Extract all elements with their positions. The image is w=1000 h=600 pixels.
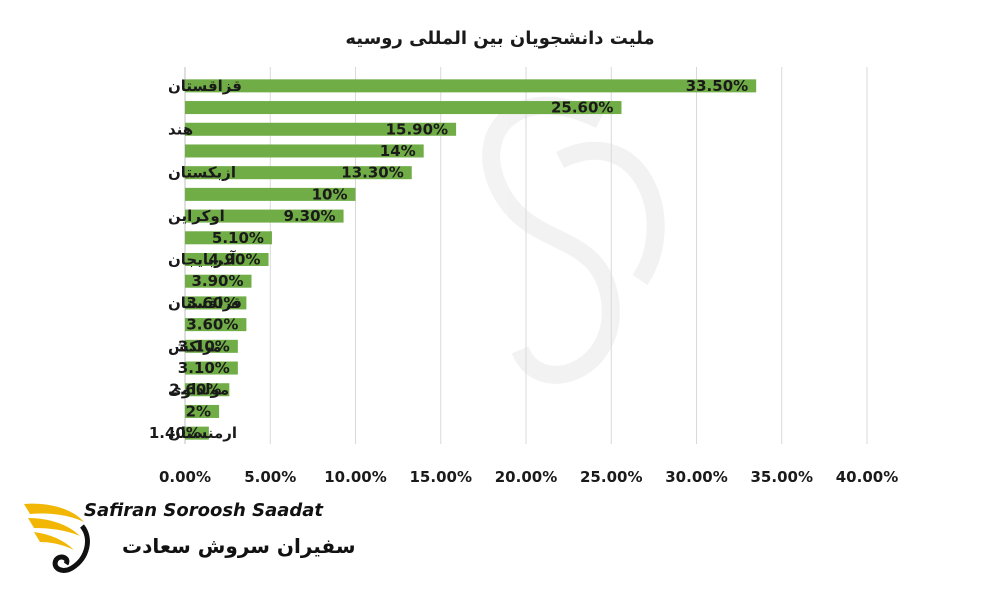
x-tick-label: 10.00% [324,468,386,486]
bar [185,122,457,136]
data-label: 3.10% [178,359,230,377]
category-label: اوکراین [168,207,225,225]
category-label: مولداوی [168,381,229,399]
data-labels: 33.50% 25.60% 15.90% 14% 13.30% 10% 9.30% 5.10%… [149,77,748,442]
x-tick-label: 25.00% [580,468,642,486]
data-label: 3.60% [186,316,238,334]
data-label: 3.90% [191,272,243,290]
bar [185,404,220,418]
bar [185,209,344,223]
x-axis-ticks: 0.00% 5.00% 10.00% 15.00% 20.00% 25.00% 30.00%… [159,468,898,486]
data-label: 3.60% [186,294,238,312]
data-label: 2% [186,402,211,420]
logo-name-fa: سفیران سروش سعادت [122,534,356,558]
x-tick-label: 20.00% [495,468,557,486]
x-tick-label: 30.00% [665,468,727,486]
bar [185,318,247,332]
bar [185,296,247,310]
bar [185,144,424,158]
category-label: ارمنستان [168,424,237,442]
bar [185,231,272,245]
category-labels: قزاقستان هند ازبکستان اوکراین آذربایجان قزاقس… [168,77,242,442]
data-label: 13.30% [341,164,403,182]
x-tick-label: 5.00% [244,468,296,486]
bar [185,361,238,375]
data-label: 14% [380,142,416,160]
bar [185,166,412,180]
bar [185,426,209,440]
category-label: ازبکستان [168,164,236,182]
wing-logo-icon [24,503,90,573]
data-label: 2.60% [169,381,221,399]
bar [185,101,622,115]
bars [185,79,757,440]
data-label: 33.50% [686,77,748,95]
data-label: 10% [312,185,348,203]
bar [185,79,757,93]
x-tick-label: 0.00% [159,468,211,486]
bar [185,274,252,288]
category-label: آذربایجان [168,251,236,269]
category-label: قزاقستان [168,77,242,95]
bar [185,252,269,267]
data-label: 1.40% [149,424,201,442]
data-label: 3.10% [178,337,230,355]
chart-title: ملیت دانشجویان بین المللی روسیه [345,28,654,49]
bar [185,187,356,201]
x-tick-label: 35.00% [751,468,813,486]
data-label: 15.90% [386,120,448,138]
category-label: مراکش [168,337,222,355]
bar [185,339,238,353]
data-label: 4.90% [208,251,260,269]
logo-name-en: Safiran Soroosh Saadat [84,500,324,521]
company-logo: Safiran Soroosh Saadat سفیران سروش سعادت [22,498,356,580]
x-tick-label: 15.00% [410,468,472,486]
watermark-swan-icon [482,96,665,384]
category-label: قزاقستان [168,294,242,312]
data-label: 5.10% [212,229,264,247]
data-label: 9.30% [284,207,336,225]
bar [185,383,230,397]
data-label: 25.60% [551,99,613,117]
x-tick-label: 40.00% [836,468,898,486]
category-label: هند [168,120,193,138]
